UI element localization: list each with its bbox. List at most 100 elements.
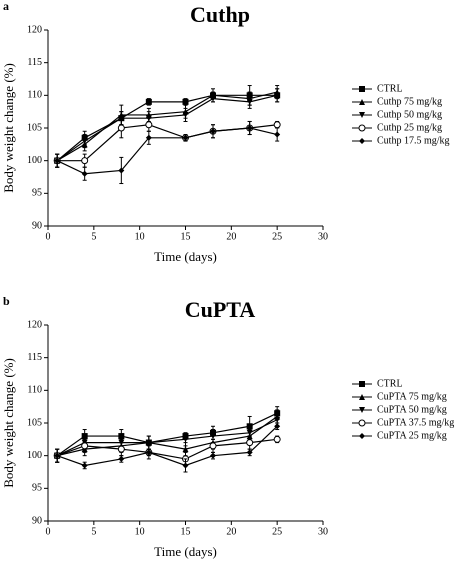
marker: [118, 167, 125, 174]
legend-marker: [359, 99, 365, 105]
x-tick-label: 5: [91, 231, 96, 242]
marker: [274, 92, 281, 99]
x-tick-label: 0: [46, 231, 51, 242]
y-tick-label: 110: [27, 385, 42, 396]
series-line: [57, 124, 278, 162]
panel-label: a: [3, 0, 9, 13]
marker: [81, 462, 88, 469]
legend-marker: [359, 394, 365, 400]
series-line: [56, 94, 278, 162]
series-line: [56, 425, 278, 467]
marker: [210, 452, 216, 459]
x-axis-label: Time (days): [154, 544, 217, 559]
y-tick-label: 105: [27, 417, 42, 428]
x-tick-label: 20: [226, 526, 236, 537]
x-tick-label: 15: [181, 231, 191, 242]
x-tick-label: 10: [135, 526, 145, 537]
marker: [273, 435, 281, 443]
marker: [182, 436, 189, 443]
x-tick-label: 5: [91, 526, 96, 537]
marker: [210, 128, 216, 135]
marker: [118, 455, 125, 462]
marker: [145, 439, 152, 446]
x-axis-label: Time (days): [154, 249, 217, 264]
legend-label: CTRL: [377, 378, 403, 389]
marker: [182, 462, 189, 469]
marker: [246, 125, 253, 131]
x-tick-label: 20: [226, 231, 236, 242]
series-line: [56, 94, 278, 162]
y-tick-label: 120: [27, 319, 42, 330]
marker: [246, 429, 253, 436]
marker: [274, 131, 281, 138]
x-tick-label: 30: [318, 231, 328, 242]
marker: [117, 124, 125, 132]
marker: [81, 442, 89, 450]
marker: [246, 98, 253, 105]
y-tick-label: 90: [32, 220, 42, 231]
chart-title: CuPTA: [185, 297, 256, 322]
marker: [145, 134, 152, 141]
marker: [145, 449, 152, 456]
series-line: [56, 438, 278, 460]
legend-label: Cuthp 50 mg/kg: [377, 109, 442, 120]
legend-marker: [359, 433, 365, 439]
panel-label: b: [3, 294, 10, 308]
y-axis-label: Body weight change (%): [1, 358, 16, 488]
y-tick-label: 90: [32, 515, 42, 526]
legend-marker: [358, 419, 366, 427]
marker: [182, 111, 189, 118]
y-tick-label: 105: [27, 122, 42, 133]
legend-marker: [359, 112, 365, 118]
y-tick-label: 115: [27, 57, 42, 68]
marker: [145, 98, 152, 105]
legend-marker: [359, 381, 365, 387]
marker: [182, 446, 189, 453]
marker: [210, 433, 216, 440]
x-tick-label: 0: [46, 526, 51, 537]
x-tick-label: 15: [181, 526, 191, 537]
marker: [246, 449, 253, 456]
marker: [54, 157, 61, 164]
series-line: [56, 91, 278, 162]
x-tick-label: 25: [272, 231, 282, 242]
legend-label: CuPTA 37.5 mg/kg: [377, 417, 454, 428]
marker: [81, 170, 88, 177]
marker: [274, 416, 281, 423]
marker: [81, 157, 89, 165]
x-tick-label: 30: [318, 526, 328, 537]
marker: [182, 134, 189, 141]
marker: [81, 138, 88, 145]
marker: [273, 121, 281, 129]
legend-label: Cuthp 75 mg/kg: [377, 96, 442, 107]
marker: [145, 121, 153, 129]
y-tick-label: 110: [27, 90, 42, 101]
x-tick-label: 25: [272, 526, 282, 537]
legend-marker: [358, 124, 366, 132]
y-tick-label: 100: [27, 155, 42, 166]
legend-label: CuPTA 25 mg/kg: [377, 430, 447, 441]
y-tick-label: 115: [27, 352, 42, 363]
x-tick-label: 10: [135, 231, 145, 242]
series-line: [56, 412, 278, 457]
legend-marker: [359, 407, 365, 413]
marker: [210, 95, 216, 102]
legend-marker: [359, 138, 365, 144]
legend-label: CTRL: [377, 83, 403, 94]
legend-marker: [359, 86, 365, 92]
series-line: [56, 127, 278, 175]
y-tick-label: 95: [32, 188, 42, 199]
series-line: [57, 415, 278, 457]
y-tick-label: 100: [27, 450, 42, 461]
y-tick-label: 95: [32, 483, 42, 494]
series-line: [56, 419, 278, 457]
marker: [209, 442, 217, 450]
y-tick-label: 120: [27, 24, 42, 35]
legend-label: CuPTA 50 mg/kg: [377, 404, 447, 415]
marker: [54, 452, 61, 459]
legend-label: Cuthp 17.5 mg/kg: [377, 135, 450, 146]
legend-label: Cuthp 25 mg/kg: [377, 122, 442, 133]
marker: [117, 445, 125, 453]
